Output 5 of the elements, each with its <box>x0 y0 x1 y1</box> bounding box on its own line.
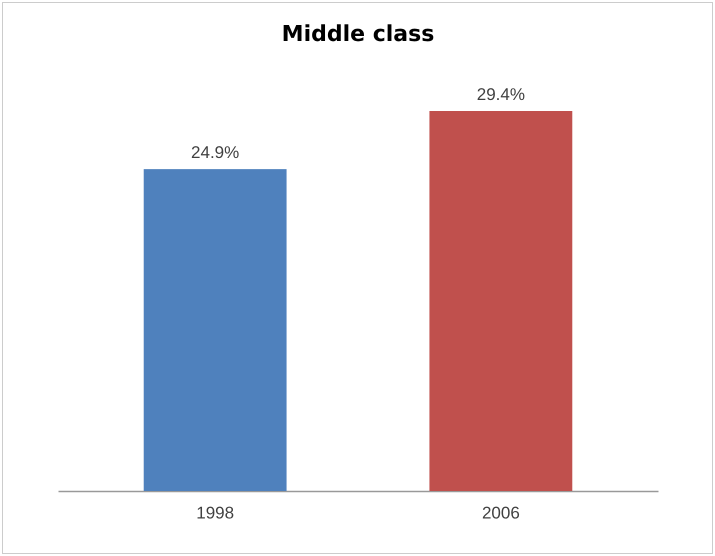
data-label: 24.9% <box>191 143 240 162</box>
x-tick-label: 2006 <box>482 504 520 522</box>
x-tick-label: 1998 <box>196 504 234 522</box>
chart-title: Middle class <box>282 22 434 47</box>
data-label: 29.4% <box>476 85 525 104</box>
